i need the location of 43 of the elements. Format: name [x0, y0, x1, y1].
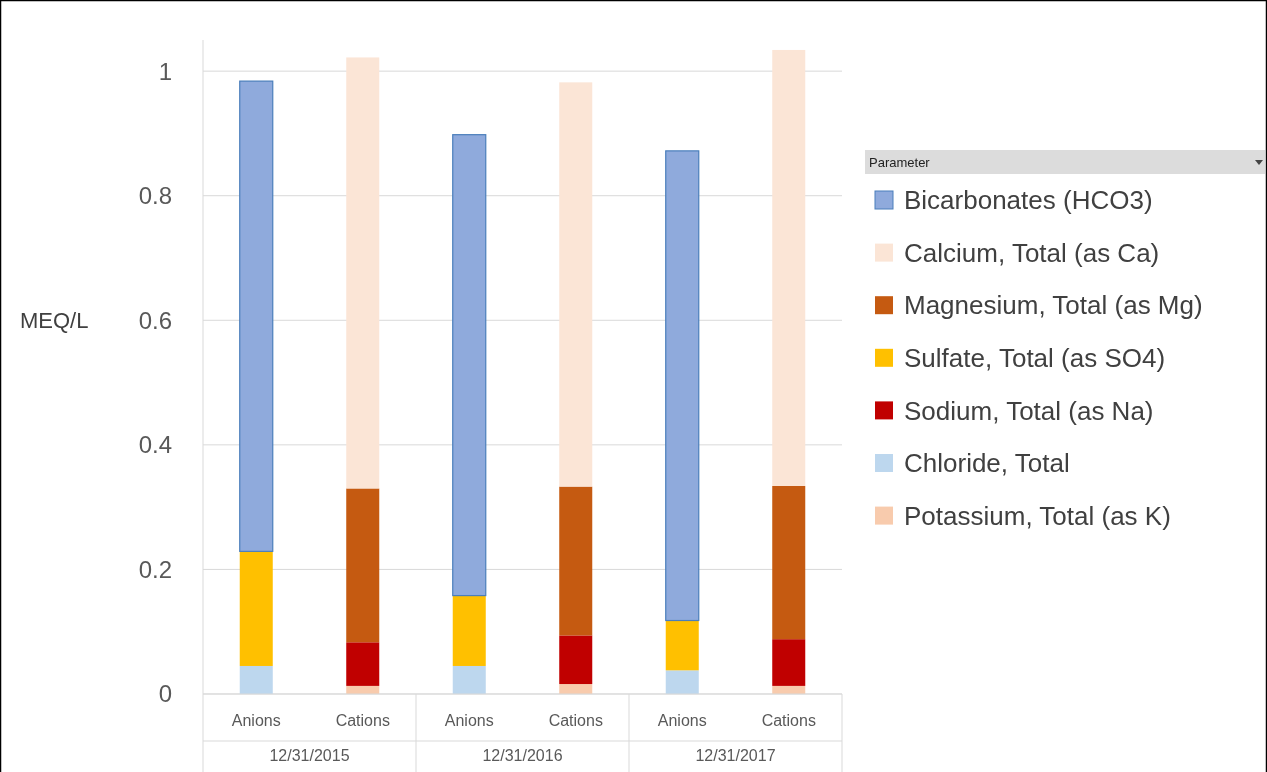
x-tick-label: Anions [231, 711, 281, 729]
bar [346, 642, 380, 686]
legend-label: Bicarbonates (HCO3) [904, 185, 1153, 216]
bar [346, 488, 380, 643]
text: 12/31/2015 [269, 746, 350, 764]
legend-label: Chloride, Total [904, 448, 1070, 479]
bar [772, 639, 806, 686]
bar [559, 684, 593, 694]
x-tick-label: Anions [444, 711, 494, 729]
text: 12/31/2016 [482, 746, 563, 764]
bar [239, 551, 273, 666]
x-tick-label: Cations [761, 711, 816, 729]
text: 12/31/2017 [695, 746, 776, 764]
legend-label: Potassium, Total (as K) [904, 500, 1171, 531]
bar [452, 665, 486, 694]
bar [452, 134, 487, 597]
bar [452, 595, 486, 666]
y-tick-label: 0.2 [138, 555, 172, 583]
bar [559, 82, 593, 487]
legend-label: Sodium, Total (as Na) [904, 395, 1154, 426]
bar [772, 485, 806, 640]
y-tick-label: 0.6 [138, 306, 172, 334]
legend-label: Calcium, Total (as Ca) [904, 237, 1160, 268]
bar [559, 486, 593, 636]
legend-label: Magnesium, Total (as Mg) [904, 290, 1203, 321]
bar [772, 49, 806, 486]
x-tick-label: Anions [657, 711, 707, 729]
x-tick-label: Cations [335, 711, 390, 729]
y-axis-title: MEQ/L [20, 307, 89, 333]
bar [239, 665, 273, 694]
bar [346, 57, 380, 489]
y-tick-label: 0.8 [138, 182, 172, 210]
bar [559, 635, 593, 685]
bar [665, 150, 700, 622]
legend-label: Sulfate, Total (as SO4) [904, 342, 1166, 373]
bar [665, 620, 699, 671]
legend-title: Parameter [869, 154, 931, 170]
x-tick-label: Cations [548, 711, 603, 729]
y-tick-label: 0 [158, 680, 172, 708]
bar [239, 80, 274, 552]
y-tick-label: 1 [158, 57, 172, 85]
y-tick-label: 0.4 [138, 431, 172, 459]
bar [665, 670, 699, 694]
